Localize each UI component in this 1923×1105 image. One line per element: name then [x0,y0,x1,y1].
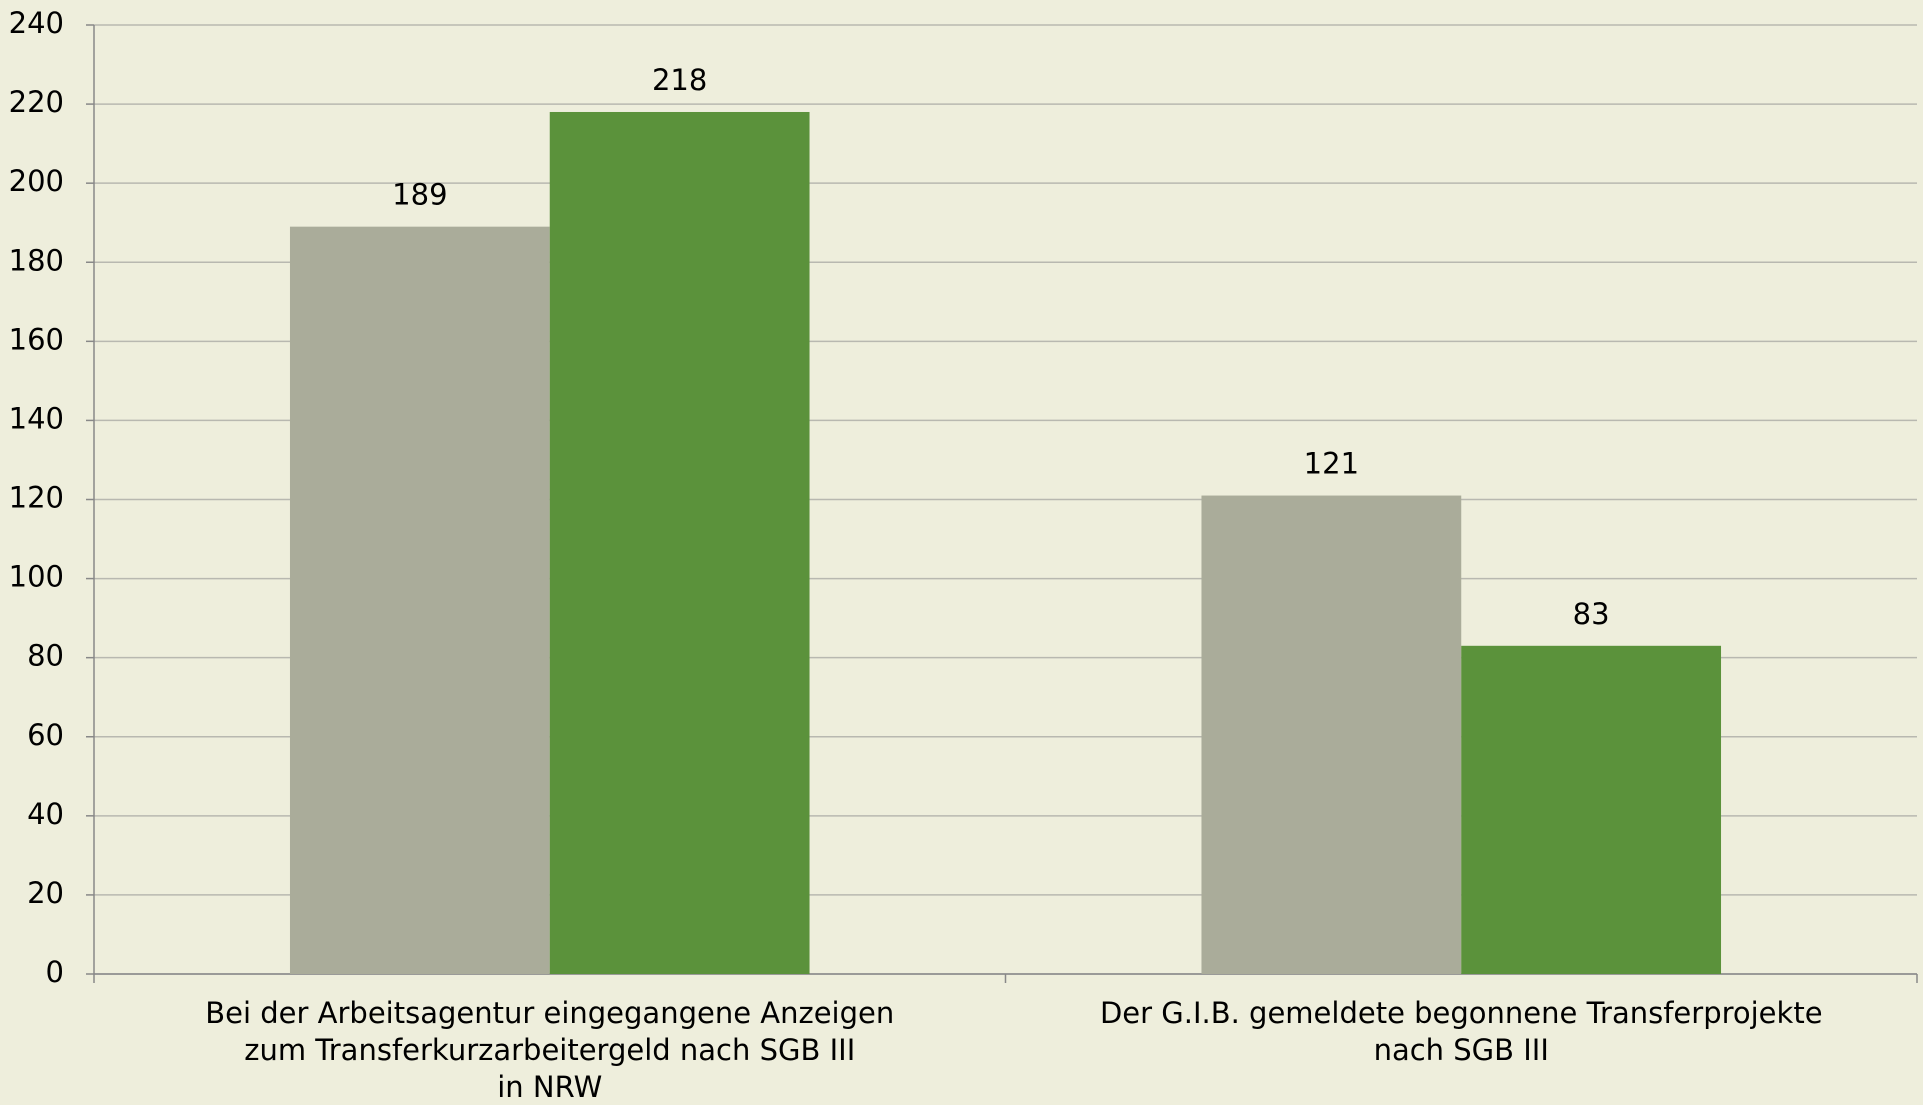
bar [1461,645,1722,974]
y-tick-label: 60 [27,718,64,752]
y-tick-label: 20 [27,876,64,910]
y-tick-label: 180 [9,243,64,277]
bar [1201,495,1462,974]
data-label: 189 [392,178,447,212]
y-tick-label: 80 [27,639,64,673]
y-tick-label: 160 [9,322,64,356]
y-tick-label: 100 [9,560,64,594]
data-label: 121 [1304,447,1359,481]
y-tick-label: 200 [9,164,64,198]
x-tick-label: Der G.I.B. gemeldete begonnene Transferp… [1100,996,1823,1067]
y-tick-label: 0 [46,955,64,989]
y-tick-label: 120 [9,481,64,515]
y-tick-label: 240 [9,6,64,40]
y-tick-label: 140 [9,401,64,435]
bar [289,226,550,975]
data-label: 83 [1573,597,1610,631]
y-tick-label: 220 [9,85,64,119]
y-tick-label: 40 [27,797,64,831]
data-label: 218 [652,63,707,97]
x-tick-label: Bei der Arbeitsagentur eingegangene Anze… [205,996,894,1104]
bar [549,111,810,974]
